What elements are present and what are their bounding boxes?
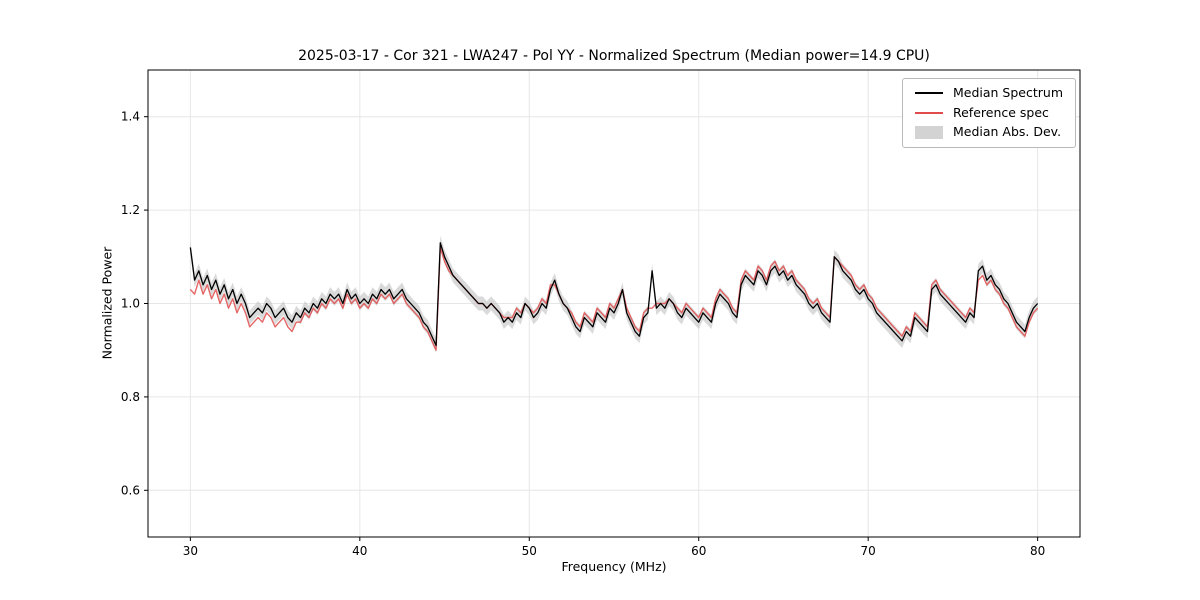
- x-tick-label: 70: [861, 544, 876, 558]
- legend: Median Spectrum Reference spec Median Ab…: [901, 78, 1076, 148]
- reference-line-swatch: [914, 111, 943, 114]
- mad-band: [190, 235, 1038, 353]
- legend-entry-reference: Reference spec: [914, 104, 1063, 120]
- y-tick-label: 1.4: [121, 110, 140, 124]
- legend-entry-mad: Median Abs. Dev.: [914, 124, 1063, 140]
- legend-entry-median: Median Spectrum: [914, 85, 1063, 100]
- x-tick-label: 80: [1030, 544, 1045, 558]
- y-axis-label: Normalized Power: [99, 246, 115, 360]
- y-tick-label: 0.6: [121, 483, 140, 497]
- reference-spec-line: [189, 246, 1039, 351]
- x-tick-label: 50: [522, 544, 537, 558]
- median-spectrum-line: [189, 242, 1039, 347]
- legend-label-reference: Reference spec: [952, 104, 1049, 120]
- mad-band-swatch: [914, 126, 943, 139]
- y-tick-label: 1.2: [121, 203, 140, 217]
- chart-title: 2025-03-17 - Cor 321 - LWA247 - Pol YY -…: [298, 48, 930, 64]
- y-tick-label: 1.0: [121, 297, 140, 311]
- y-tick-label: 0.8: [121, 390, 140, 404]
- x-tick-label: 40: [352, 544, 367, 558]
- legend-label-median: Median Spectrum: [952, 85, 1063, 100]
- x-tick-label: 60: [691, 544, 706, 558]
- legend-label-mad: Median Abs. Dev.: [952, 124, 1062, 140]
- median-line-swatch: [914, 92, 943, 95]
- x-tick-label: 30: [183, 544, 198, 558]
- x-axis-label: Frequency (MHz): [561, 559, 667, 574]
